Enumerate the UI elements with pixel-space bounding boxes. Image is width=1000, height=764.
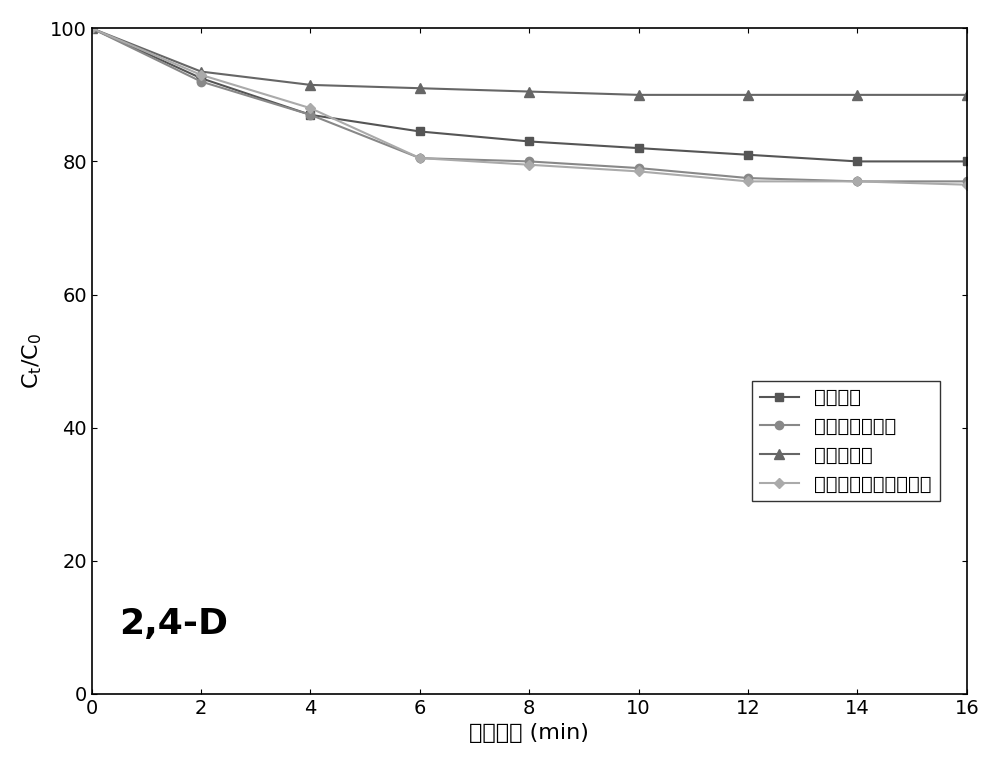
- 碳基材料: [304, 110, 316, 119]
- 铁改性氮渗杂碳基材料: [414, 154, 426, 163]
- 铁改性氮渗杂碳基材料: [961, 180, 973, 189]
- Line: 氮渗杂碳基材料: 氮渗杂碳基材料: [88, 24, 971, 186]
- 氮渗杂碳基材料: [304, 110, 316, 119]
- 碳基材料: [742, 151, 754, 160]
- 纳米零价铁: [523, 87, 535, 96]
- Y-axis label: $\mathregular{C_t/C_0}$: $\mathregular{C_t/C_0}$: [21, 333, 44, 390]
- 铁改性氮渗杂碳基材料: [523, 160, 535, 170]
- 纳米零价铁: [195, 67, 207, 76]
- 氮渗杂碳基材料: [961, 176, 973, 186]
- Line: 铁改性氮渗杂碳基材料: 铁改性氮渗杂碳基材料: [88, 25, 970, 188]
- 氮渗杂碳基材料: [851, 176, 863, 186]
- 碳基材料: [633, 144, 645, 153]
- 铁改性氮渗杂碳基材料: [304, 104, 316, 113]
- Line: 碳基材料: 碳基材料: [88, 24, 971, 166]
- 纳米零价铁: [414, 83, 426, 92]
- 铁改性氮渗杂碳基材料: [633, 167, 645, 176]
- 纳米零价铁: [742, 90, 754, 99]
- 氮渗杂碳基材料: [195, 77, 207, 86]
- 纳米零价铁: [86, 24, 98, 33]
- 纳米零价铁: [304, 80, 316, 89]
- 氮渗杂碳基材料: [86, 24, 98, 33]
- 氮渗杂碳基材料: [633, 163, 645, 173]
- 碳基材料: [961, 157, 973, 166]
- 纳米零价铁: [961, 90, 973, 99]
- 铁改性氮渗杂碳基材料: [195, 70, 207, 79]
- 碳基材料: [195, 73, 207, 83]
- 碳基材料: [86, 24, 98, 33]
- 氮渗杂碳基材料: [414, 154, 426, 163]
- 碳基材料: [851, 157, 863, 166]
- 铁改性氮渗杂碳基材料: [86, 24, 98, 33]
- Legend: 碳基材料, 氮渗杂碳基材料, 纳米零价铁, 铁改性氮渗杂碳基材料: 碳基材料, 氮渗杂碳基材料, 纳米零价铁, 铁改性氮渗杂碳基材料: [752, 380, 940, 501]
- Line: 纳米零价铁: 纳米零价铁: [87, 24, 972, 100]
- 纳米零价铁: [633, 90, 645, 99]
- 碳基材料: [414, 127, 426, 136]
- 铁改性氮渗杂碳基材料: [851, 176, 863, 186]
- Text: 2,4-D: 2,4-D: [119, 607, 228, 640]
- 纳米零价铁: [851, 90, 863, 99]
- 铁改性氮渗杂碳基材料: [742, 176, 754, 186]
- 碳基材料: [523, 137, 535, 146]
- X-axis label: 反应时间 (min): 反应时间 (min): [469, 724, 589, 743]
- 氮渗杂碳基材料: [742, 173, 754, 183]
- 氮渗杂碳基材料: [523, 157, 535, 166]
